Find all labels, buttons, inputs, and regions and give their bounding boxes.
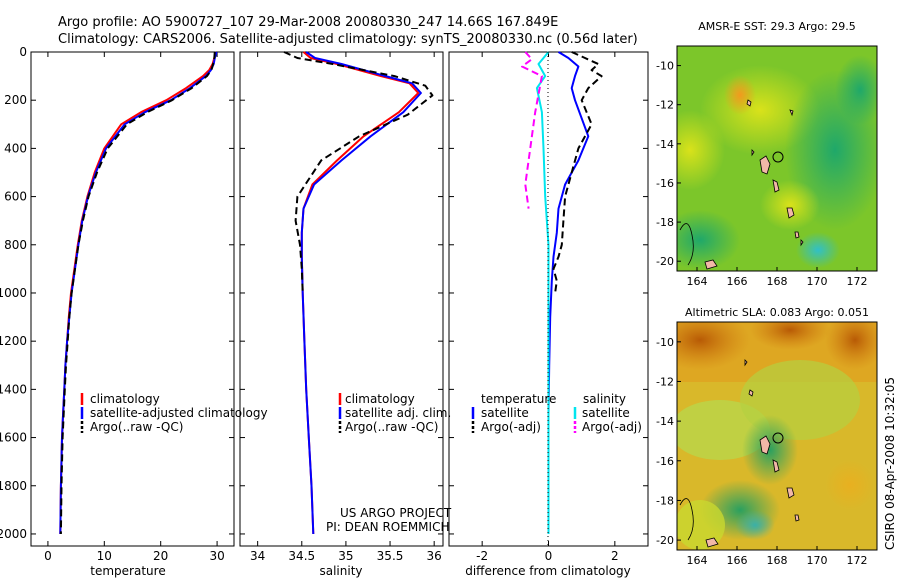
sla-map-coastline: [679, 498, 694, 541]
y-tick-label: 400: [4, 141, 27, 155]
legend-title-temperature: temperature: [481, 392, 556, 406]
y-tick-label: 0: [19, 45, 27, 59]
series-line-climatology: [300, 51, 420, 535]
map-x-tick-label: 170: [807, 275, 828, 288]
map-x-tick-label: 166: [727, 554, 748, 567]
salinity-axis-label: salinity: [319, 564, 362, 578]
sst-map-coastline: [679, 223, 694, 266]
map-y-tick-label: -18: [656, 216, 674, 229]
y-tick-label: 600: [4, 190, 27, 204]
figure-title-line1: Argo profile: AO 5900727_107 29-Mar-2008…: [58, 15, 558, 30]
series-line-satellite-adj-clim: [300, 51, 422, 535]
salinity-panel: 34 34.5 35 35.5 36: [240, 51, 443, 563]
salinity-plot-frame: [239, 51, 444, 547]
argo-location-marker: [772, 432, 784, 444]
legend-label-climatology: climatology: [90, 392, 160, 406]
temperature-legend: climatology satellite-adjusted climatolo…: [80, 392, 268, 434]
sst-map-islands: [704, 99, 804, 270]
y-tick-label: 1000: [0, 286, 27, 300]
x-tick-label: 2: [611, 549, 619, 563]
sst-map-title: AMSR-E SST: 29.3 Argo: 29.5: [698, 20, 856, 33]
y-tick-label: 1400: [0, 382, 27, 396]
map-y-tick-label: -20: [656, 255, 674, 268]
sst-map-field: [677, 46, 877, 271]
map-y-tick-label: -12: [656, 375, 674, 388]
map-y-tick-label: -20: [656, 534, 674, 547]
legend-label-sal-satellite: satellite: [582, 406, 630, 420]
map-x-tick-label: 170: [807, 554, 828, 567]
temperature-plot-frame: [30, 51, 235, 547]
sla-map-title: Altimetric SLA: 0.083 Argo: 0.051: [685, 306, 869, 319]
map-y-tick-label: -14: [656, 138, 674, 151]
y-tick-label: 1800: [0, 479, 27, 493]
sst-map-axes: 164 166 168 170 172 -10 -12 -14 -16 -18 -20: [656, 60, 867, 288]
legend-label-sal-argo: Argo(-adj): [582, 420, 642, 434]
series-line-argo-raw-qc: [59, 51, 216, 535]
y-tick-label: 1600: [0, 431, 27, 445]
x-tick-label: 0: [44, 549, 52, 563]
x-tick-label: 35: [338, 549, 353, 563]
difference-legend: temperature satellite Argo(-adj) salinit…: [471, 392, 642, 434]
legend-label-argo: Argo(..raw -QC): [345, 420, 438, 434]
map-y-tick-label: -10: [656, 336, 674, 349]
map-x-tick-label: 164: [687, 554, 708, 567]
temperature-panel: 0 10 20 30 0 200 400 600 800 1000 1200 1400 1600 1800…: [0, 45, 234, 563]
sla-map-axes: 164 166 168 170 172 -10 -12 -14 -16 -18 -20: [656, 336, 867, 567]
project-credit-line1: US ARGO PROJECT: [340, 506, 452, 520]
map-y-tick-label: -18: [656, 494, 674, 507]
series-line-temperature-satellite: [547, 51, 590, 534]
legend-title-salinity: salinity: [583, 392, 626, 406]
series-line-satellite-adjusted-climatology: [59, 51, 218, 535]
x-tick-label: 35.5: [377, 549, 404, 563]
figure-title-line2: Climatology: CARS2006. Satellite-adjuste…: [58, 32, 638, 47]
y-tick-label: 1200: [0, 334, 27, 348]
series-line-climatology: [59, 51, 217, 535]
y-tick-label: 200: [4, 93, 27, 107]
project-credit-line2: PI: DEAN ROEMMICH: [326, 520, 449, 534]
legend-label-climatology: climatology: [345, 392, 415, 406]
map-y-tick-label: -16: [656, 177, 674, 190]
argo-location-marker: [772, 151, 784, 163]
x-tick-label: 30: [209, 549, 224, 563]
map-x-tick-label: 168: [767, 275, 788, 288]
x-tick-label: 36: [427, 549, 442, 563]
sla-map-islands: [705, 359, 800, 548]
x-tick-label: 20: [153, 549, 168, 563]
timestamp-stamp: CSIRO 08-Apr-2008 10:32:05: [883, 377, 897, 550]
y-tick-label: 800: [4, 238, 27, 252]
series-line-temperature-argo-adj: [552, 51, 603, 294]
map-y-tick-label: -16: [656, 455, 674, 468]
series-line-argo-raw-qc: [283, 51, 434, 294]
map-x-tick-label: 168: [767, 554, 788, 567]
x-tick-label: -2: [476, 549, 488, 563]
x-tick-label: 0: [545, 549, 553, 563]
series-line-salinity-satellite: [535, 51, 550, 534]
series-line-salinity-argo-adj: [521, 51, 543, 209]
x-tick-label: 34: [250, 549, 265, 563]
legend-label-temp-argo: Argo(-adj): [481, 420, 541, 434]
sla-map-field: [677, 322, 877, 550]
x-tick-label: 10: [97, 549, 112, 563]
legend-label-temp-satellite: satellite: [481, 406, 529, 420]
legend-label-satellite: satellite adj. clim.: [345, 406, 451, 420]
legend-label-satellite: satellite-adjusted climatology: [90, 406, 268, 420]
map-x-tick-label: 172: [847, 275, 868, 288]
temperature-axis-label: temperature: [90, 564, 165, 578]
map-x-tick-label: 172: [847, 554, 868, 567]
y-tick-label: 2000: [0, 527, 27, 541]
x-tick-label: 34.5: [288, 549, 315, 563]
difference-panel: -2 0 2: [449, 51, 648, 563]
map-y-tick-label: -14: [656, 415, 674, 428]
map-y-tick-label: -12: [656, 99, 674, 112]
map-y-tick-label: -10: [656, 60, 674, 73]
difference-axis-label: difference from climatology: [465, 564, 631, 578]
legend-label-argo: Argo(..raw -QC): [90, 420, 183, 434]
salinity-legend: climatology satellite adj. clim. Argo(..…: [338, 392, 451, 434]
map-x-tick-label: 164: [687, 275, 708, 288]
map-x-tick-label: 166: [727, 275, 748, 288]
